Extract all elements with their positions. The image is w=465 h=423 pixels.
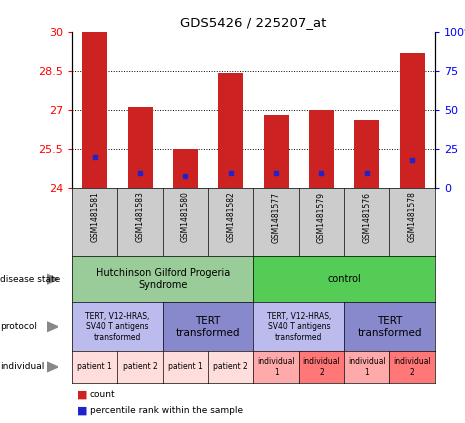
Text: count: count <box>90 390 115 399</box>
Text: TERT, V12-HRAS,
SV40 T antigens
transformed: TERT, V12-HRAS, SV40 T antigens transfor… <box>85 312 150 342</box>
Text: individual
2: individual 2 <box>303 357 340 376</box>
Text: patient 1: patient 1 <box>77 363 112 371</box>
Text: patient 1: patient 1 <box>168 363 203 371</box>
Text: protocol: protocol <box>0 322 37 331</box>
Text: patient 2: patient 2 <box>213 363 248 371</box>
Text: patient 2: patient 2 <box>123 363 158 371</box>
Bar <box>309 110 334 188</box>
Text: GSM1481579: GSM1481579 <box>317 192 326 243</box>
Polygon shape <box>46 274 58 284</box>
Bar <box>264 115 289 188</box>
Text: GSM1481578: GSM1481578 <box>408 192 417 242</box>
Bar <box>218 74 243 188</box>
Text: GSM1481576: GSM1481576 <box>362 192 371 243</box>
Text: GSM1481577: GSM1481577 <box>272 192 280 243</box>
Text: GSM1481583: GSM1481583 <box>136 192 145 242</box>
Text: individual
2: individual 2 <box>393 357 431 376</box>
Text: TERT
transformed: TERT transformed <box>357 316 422 338</box>
Text: individual
1: individual 1 <box>257 357 295 376</box>
Text: disease state: disease state <box>0 275 60 284</box>
Text: ■: ■ <box>77 405 87 415</box>
Text: Hutchinson Gilford Progeria
Syndrome: Hutchinson Gilford Progeria Syndrome <box>96 268 230 290</box>
Text: ■: ■ <box>77 389 87 399</box>
Text: TERT
transformed: TERT transformed <box>176 316 240 338</box>
Bar <box>354 121 379 188</box>
Text: GSM1481581: GSM1481581 <box>90 192 99 242</box>
Text: GSM1481580: GSM1481580 <box>181 192 190 242</box>
Bar <box>127 107 153 188</box>
Bar <box>173 149 198 188</box>
Text: individual
1: individual 1 <box>348 357 385 376</box>
Text: GSM1481582: GSM1481582 <box>226 192 235 242</box>
Title: GDS5426 / 225207_at: GDS5426 / 225207_at <box>180 16 326 29</box>
Bar <box>82 32 107 188</box>
Polygon shape <box>46 362 58 372</box>
Bar <box>399 52 425 188</box>
Text: individual: individual <box>0 363 44 371</box>
Text: percentile rank within the sample: percentile rank within the sample <box>90 406 243 415</box>
Text: TERT, V12-HRAS,
SV40 T antigens
transformed: TERT, V12-HRAS, SV40 T antigens transfor… <box>266 312 331 342</box>
Text: control: control <box>327 274 361 284</box>
Polygon shape <box>46 322 58 332</box>
